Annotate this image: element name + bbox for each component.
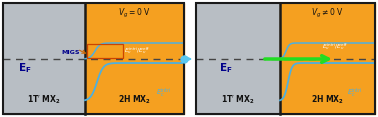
Bar: [3, 3, 85, 114]
Bar: [85, 3, 184, 114]
Bar: [196, 3, 375, 114]
Text: $E_c^{\rm intri}$: $E_c^{\rm intri}$: [347, 86, 363, 100]
Bar: [3, 3, 184, 114]
Bar: [87, 44, 123, 58]
Text: $E_c^{\rm intri}$: $E_c^{\rm intri}$: [156, 86, 172, 100]
Bar: [280, 3, 375, 114]
Text: $\mathbf{1T'}\ \mathbf{MX_2}$: $\mathbf{1T'}\ \mathbf{MX_2}$: [221, 93, 255, 106]
Text: $E_v^{\rm intri}/E_v^{\rm eff}$: $E_v^{\rm intri}/E_v^{\rm eff}$: [322, 42, 348, 52]
Bar: [196, 3, 280, 114]
Text: $E_v^{\rm intri}/E_v^{\rm eff}$: $E_v^{\rm intri}/E_v^{\rm eff}$: [124, 46, 150, 56]
Text: $\mathbf{2H}\ \mathbf{MX_2}$: $\mathbf{2H}\ \mathbf{MX_2}$: [311, 93, 344, 106]
Text: $\mathbf{1T'}\ \mathbf{MX_2}$: $\mathbf{1T'}\ \mathbf{MX_2}$: [27, 93, 61, 106]
Text: MIGS: MIGS: [62, 49, 80, 55]
Text: $V_g = 0\ \mathrm{V}$: $V_g = 0\ \mathrm{V}$: [118, 7, 150, 20]
Text: $\mathbf{E_F}$: $\mathbf{E_F}$: [18, 61, 32, 75]
Text: $\mathbf{2H}\ \mathbf{MX_2}$: $\mathbf{2H}\ \mathbf{MX_2}$: [118, 93, 150, 106]
Text: $V_g \neq 0\ \mathrm{V}$: $V_g \neq 0\ \mathrm{V}$: [311, 7, 343, 20]
Text: $\mathbf{E_F}$: $\mathbf{E_F}$: [219, 61, 233, 75]
